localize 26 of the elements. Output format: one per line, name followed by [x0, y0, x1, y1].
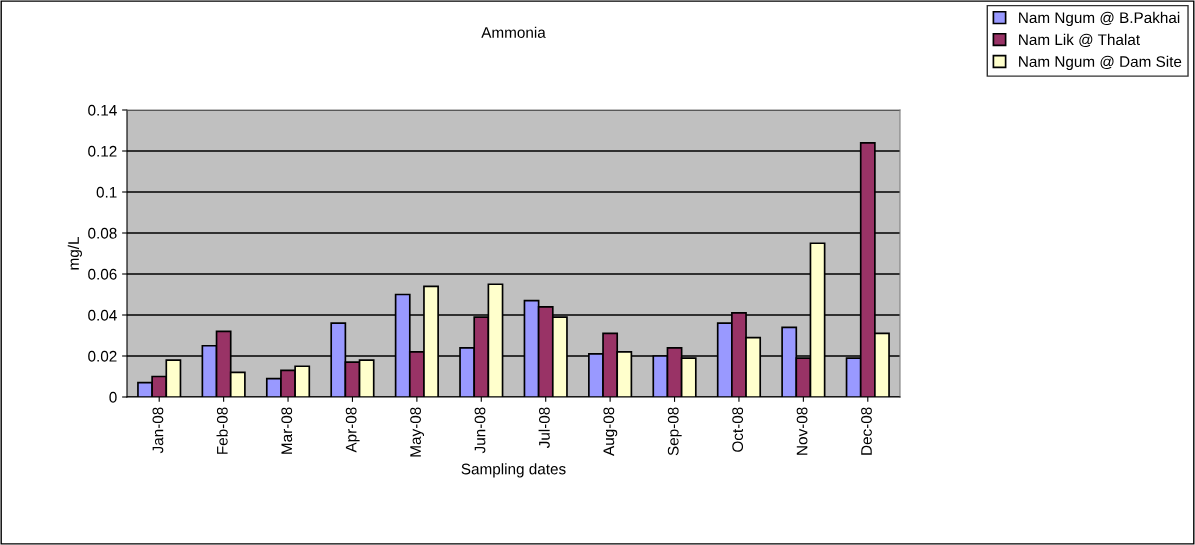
x-tick-label: Jan-08: [152, 407, 164, 454]
x-tick-label: Nov-08: [796, 407, 808, 455]
x-tick-label: Feb-08: [216, 407, 228, 454]
x-tick-label: Jun-08: [474, 407, 486, 454]
x-tick-label: May-08: [410, 407, 424, 457]
chart-title: Ammonia: [481, 26, 546, 38]
y-tick-label: 0.04: [88, 309, 117, 321]
x-tick-label: Jul-08: [538, 407, 550, 449]
x-tick-label: Dec-08: [861, 407, 872, 455]
y-tick-label: 0.12: [88, 145, 117, 157]
legend-label: Nam Lik @ Thalat: [1019, 33, 1140, 48]
y-tick-label: 0.02: [88, 350, 117, 362]
y-tick-label: 0.06: [88, 268, 117, 280]
y-axis-title: mg/L: [67, 237, 82, 270]
y-tick-label: 0.08: [88, 227, 117, 239]
x-axis-title: Sampling dates: [461, 463, 566, 478]
y-tick-label: 0: [109, 391, 117, 403]
y-tick-label: 0.1: [96, 186, 117, 198]
y-tick-label: 0.14: [88, 104, 117, 116]
legend-label: Nam Ngum @ Dam Site: [1019, 55, 1182, 71]
x-tick-label: Mar-08: [281, 407, 293, 454]
legend-label: Nam Ngum @ B.Pakhai: [1019, 11, 1180, 27]
x-tick-label: Sep-08: [667, 407, 682, 456]
x-tick-label: Aug-08: [603, 407, 618, 456]
x-tick-label: Apr-08: [345, 407, 360, 453]
x-tick-label: Oct-08: [732, 407, 744, 452]
